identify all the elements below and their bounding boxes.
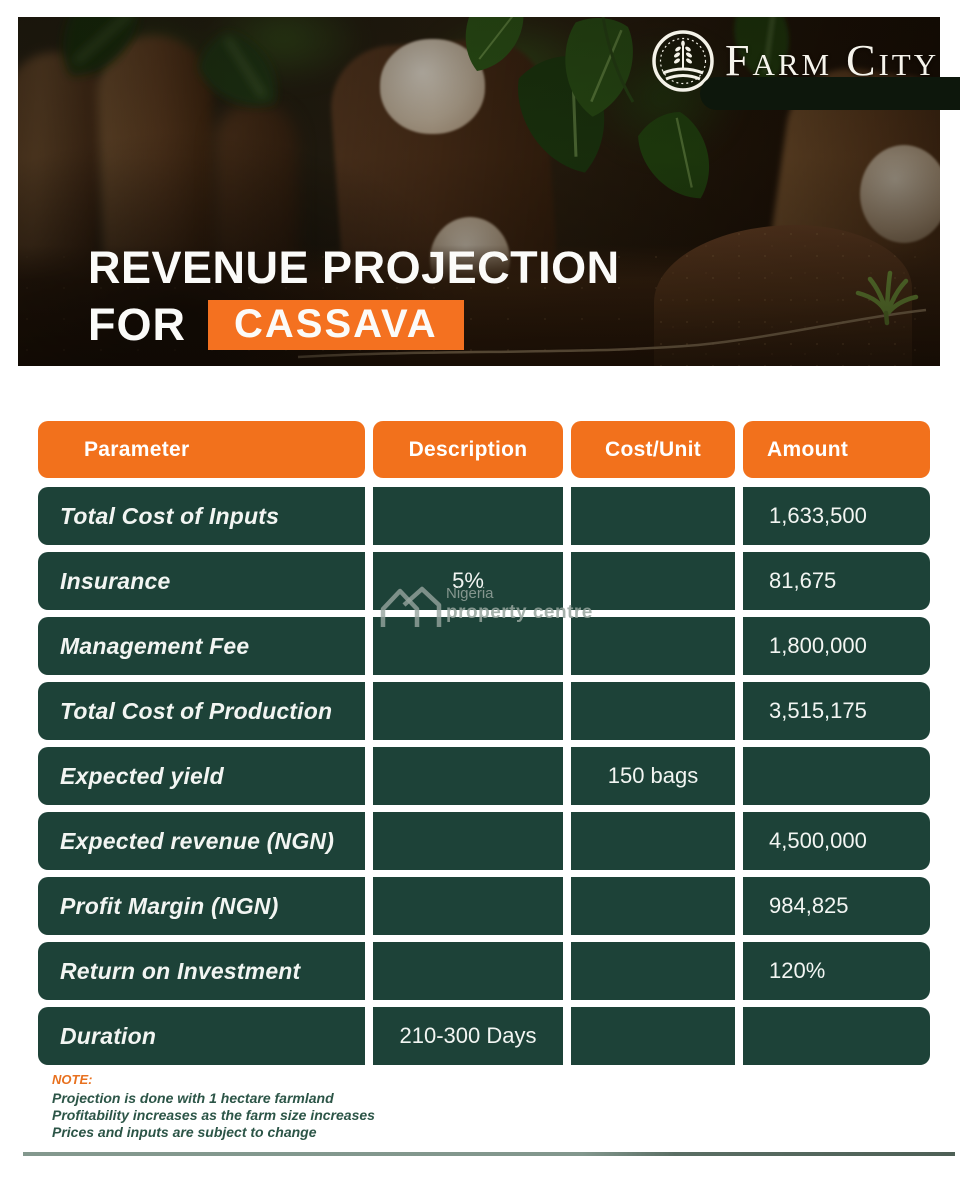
brand-logo: Farm City (651, 29, 939, 93)
cell-description (373, 617, 563, 675)
farm-city-logo-icon (652, 30, 714, 92)
column-header-amount: Amount (743, 421, 930, 478)
table-row: Management Fee 1,800,000 (38, 617, 930, 675)
cell-description (373, 812, 563, 870)
brand-wordmark: Farm City (725, 36, 940, 85)
table-row: Total Cost of Inputs 1,633,500 (38, 487, 930, 545)
cell-description (373, 747, 563, 805)
table-row: Expected revenue (NGN) 4,500,000 (38, 812, 930, 870)
cell-amount: 81,675 (743, 552, 930, 610)
column-header-parameter: Parameter (38, 421, 365, 478)
hero-title: REVENUE PROJECTION FOR CASSAVA (88, 245, 620, 351)
column-header-cost-unit: Cost/Unit (571, 421, 735, 478)
table-row: Profit Margin (NGN) 984,825 (38, 877, 930, 935)
cell-parameter: Total Cost of Production (38, 682, 365, 740)
footer-divider (23, 1152, 955, 1156)
cell-cost-unit (571, 487, 735, 545)
cell-cost-unit (571, 682, 735, 740)
cell-amount: 984,825 (743, 877, 930, 935)
dark-overlay (18, 17, 940, 366)
cell-description: 5% (373, 552, 563, 610)
cell-description: 210-300 Days (373, 1007, 563, 1065)
projection-table-body: Total Cost of Inputs 1,633,500 Insurance… (38, 487, 930, 1065)
note-line: Prices and inputs are subject to change (52, 1124, 317, 1140)
cell-parameter: Expected revenue (NGN) (38, 812, 365, 870)
table-row: Expected yield 150 bags (38, 747, 930, 805)
cell-description (373, 942, 563, 1000)
cell-parameter: Management Fee (38, 617, 365, 675)
cell-cost-unit (571, 1007, 735, 1065)
column-header-description: Description (373, 421, 563, 478)
cell-parameter: Expected yield (38, 747, 365, 805)
cell-cost-unit (571, 877, 735, 935)
note-label: NOTE: (52, 1072, 93, 1087)
hero-banner: Farm City REVENUE PROJECTION FOR CASSAVA (18, 17, 940, 366)
cell-parameter: Return on Investment (38, 942, 365, 1000)
hero-title-highlight: CASSAVA (208, 300, 464, 350)
cell-cost-unit (571, 617, 735, 675)
note-line: Projection is done with 1 hectare farmla… (52, 1090, 334, 1106)
table-row: Total Cost of Production 3,515,175 (38, 682, 930, 740)
hero-title-prefix: FOR (88, 299, 186, 350)
cell-amount (743, 747, 930, 805)
cell-description (373, 487, 563, 545)
table-row: Return on Investment 120% (38, 942, 930, 1000)
note-line: Profitability increases as the farm size… (52, 1107, 375, 1123)
table-header-row: Parameter Description Cost/Unit Amount (38, 421, 930, 478)
hero-title-line2: FOR CASSAVA (88, 299, 620, 351)
cell-amount (743, 1007, 930, 1065)
cell-cost-unit (571, 812, 735, 870)
cell-amount: 4,500,000 (743, 812, 930, 870)
cell-parameter: Duration (38, 1007, 365, 1065)
cell-cost-unit (571, 942, 735, 1000)
cell-amount: 1,800,000 (743, 617, 930, 675)
cell-amount: 120% (743, 942, 930, 1000)
cell-amount: 1,633,500 (743, 487, 930, 545)
hero-title-line1: REVENUE PROJECTION (88, 242, 620, 293)
redacted-contact-bar (700, 77, 960, 110)
table-row: Insurance 5% 81,675 (38, 552, 930, 610)
cell-parameter: Total Cost of Inputs (38, 487, 365, 545)
cell-description (373, 877, 563, 935)
cell-description (373, 682, 563, 740)
cell-cost-unit (571, 552, 735, 610)
table-row: Duration 210-300 Days (38, 1007, 930, 1065)
cell-cost-unit: 150 bags (571, 747, 735, 805)
note-section: NOTE: Projection is done with 1 hectare … (52, 1072, 375, 1141)
projection-table: Parameter Description Cost/Unit Amount T… (38, 421, 930, 1072)
cell-parameter: Insurance (38, 552, 365, 610)
cell-parameter: Profit Margin (NGN) (38, 877, 365, 935)
cell-amount: 3,515,175 (743, 682, 930, 740)
